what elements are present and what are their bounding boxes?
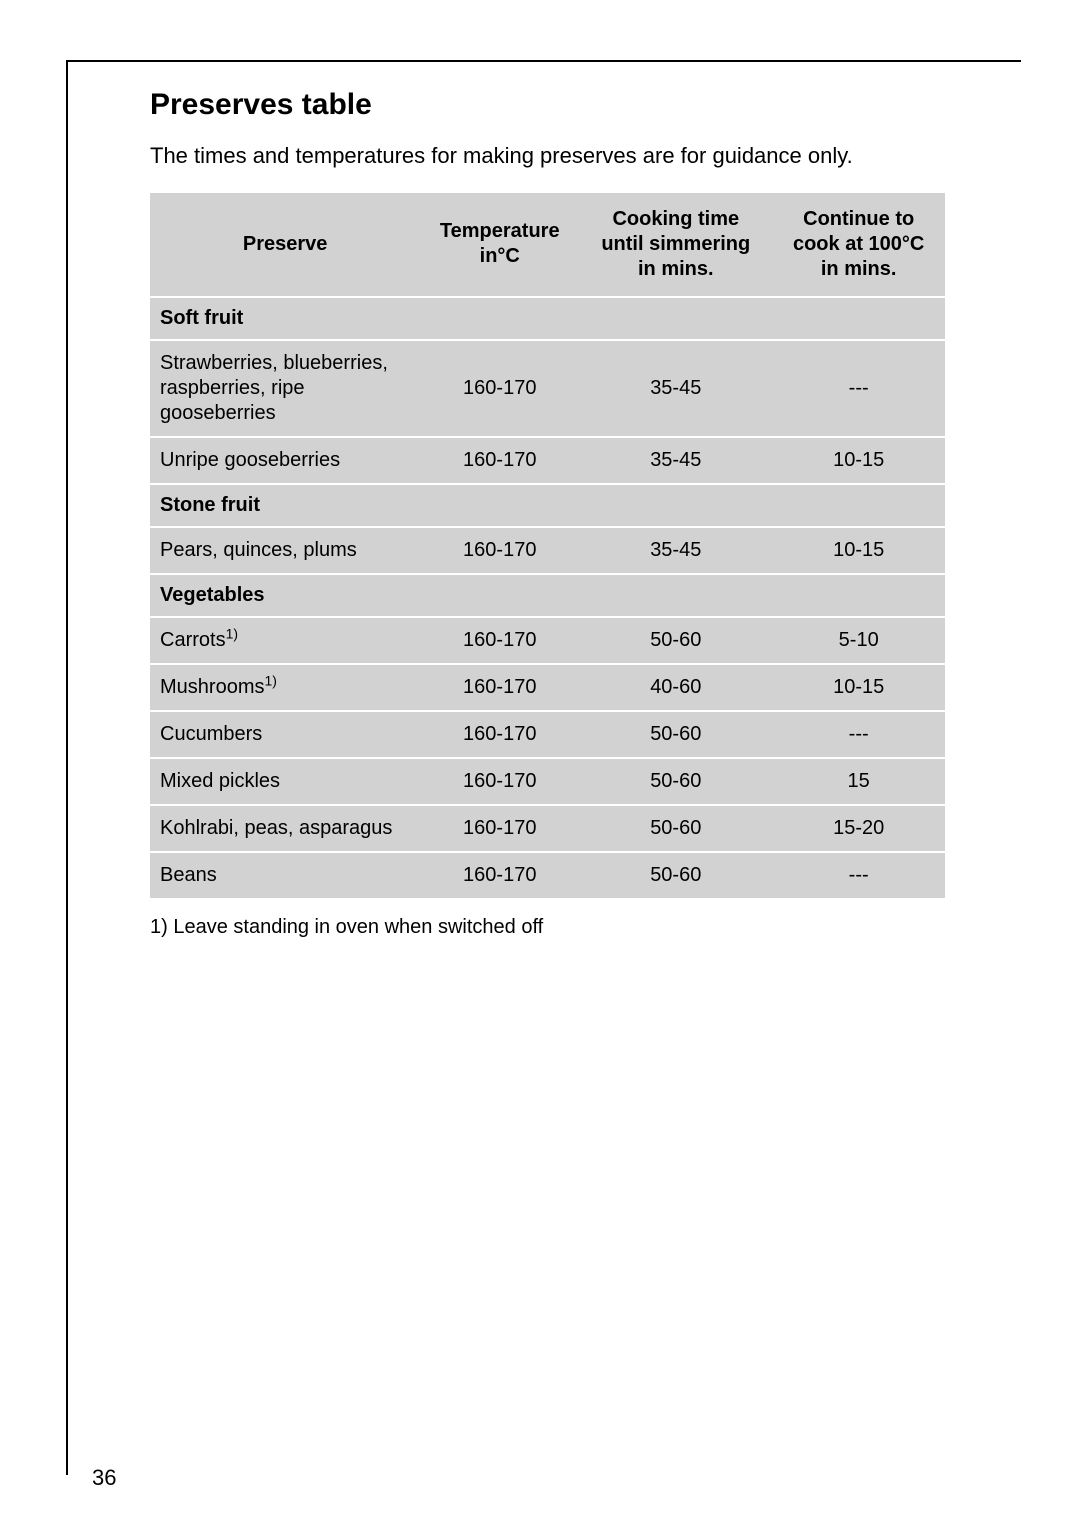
- table-row: Strawberries, blueberries, raspberries, …: [150, 340, 945, 437]
- table-row: Mushrooms1)160-17040-6010-15: [150, 664, 945, 711]
- table-section-title: Vegetables: [150, 574, 945, 617]
- table-row: Cucumbers160-17050-60---: [150, 711, 945, 758]
- cell-continue: 5-10: [772, 617, 945, 664]
- cell-cooking-time: 50-60: [579, 758, 772, 805]
- cell-preserve: Strawberries, blueberries, raspberries, …: [150, 340, 420, 437]
- cell-continue: ---: [772, 852, 945, 898]
- cell-temperature: 160-170: [420, 852, 579, 898]
- page-number: 36: [92, 1465, 116, 1491]
- col-header-continue: Continue to cook at 100°C in mins.: [772, 193, 945, 297]
- cell-preserve: Mushrooms1): [150, 664, 420, 711]
- col-header-continue-l3: in mins.: [821, 258, 897, 280]
- page-content: Preserves table The times and temperatur…: [150, 88, 945, 939]
- col-header-cooking-time-l3: in mins.: [638, 258, 714, 280]
- col-header-cooking-time-l2: until simmering: [601, 233, 750, 255]
- cell-continue: 15-20: [772, 805, 945, 852]
- cell-preserve: Mixed pickles: [150, 758, 420, 805]
- preserves-table: Preserve Temperature in°C Cooking time u…: [150, 193, 945, 898]
- cell-cooking-time: 40-60: [579, 664, 772, 711]
- cell-temperature: 160-170: [420, 437, 579, 484]
- cell-continue: 10-15: [772, 664, 945, 711]
- footnote: 1) Leave standing in oven when switched …: [150, 916, 945, 939]
- table-row: Mixed pickles160-17050-6015: [150, 758, 945, 805]
- cell-continue: 15: [772, 758, 945, 805]
- cell-preserve: Unripe gooseberries: [150, 437, 420, 484]
- col-header-cooking-time-l1: Cooking time: [612, 208, 739, 230]
- cell-preserve: Cucumbers: [150, 711, 420, 758]
- cell-cooking-time: 50-60: [579, 617, 772, 664]
- table-body: Soft fruitStrawberries, blueberries, ras…: [150, 297, 945, 898]
- col-header-preserve: Preserve: [150, 193, 420, 297]
- cell-cooking-time: 50-60: [579, 805, 772, 852]
- cell-preserve: Beans: [150, 852, 420, 898]
- table-row: Unripe gooseberries160-17035-4510-15: [150, 437, 945, 484]
- table-row: Kohlrabi, peas, asparagus160-17050-6015-…: [150, 805, 945, 852]
- col-header-temperature-l1: Temperature: [440, 220, 560, 242]
- cell-continue: ---: [772, 711, 945, 758]
- page-title: Preserves table: [150, 88, 945, 122]
- cell-preserve: Carrots1): [150, 617, 420, 664]
- cell-continue: 10-15: [772, 437, 945, 484]
- page: Preserves table The times and temperatur…: [0, 0, 1080, 1529]
- table-row: Beans160-17050-60---: [150, 852, 945, 898]
- cell-cooking-time: 35-45: [579, 437, 772, 484]
- footnote-ref: 1): [226, 625, 238, 641]
- cell-cooking-time: 50-60: [579, 852, 772, 898]
- col-header-temperature-l2: in°C: [480, 245, 520, 267]
- table-row: Pears, quinces, plums160-17035-4510-15: [150, 527, 945, 574]
- col-header-temperature: Temperature in°C: [420, 193, 579, 297]
- cell-continue: ---: [772, 340, 945, 437]
- col-header-continue-l1: Continue to: [803, 208, 914, 230]
- col-header-preserve-l1: Preserve: [243, 233, 328, 255]
- cell-preserve: Pears, quinces, plums: [150, 527, 420, 574]
- cell-cooking-time: 50-60: [579, 711, 772, 758]
- table-section-title: Soft fruit: [150, 297, 945, 340]
- cell-preserve: Kohlrabi, peas, asparagus: [150, 805, 420, 852]
- cell-temperature: 160-170: [420, 711, 579, 758]
- cell-continue: 10-15: [772, 527, 945, 574]
- cell-cooking-time: 35-45: [579, 340, 772, 437]
- table-section-title: Stone fruit: [150, 484, 945, 527]
- table-section-row: Stone fruit: [150, 484, 945, 527]
- table-section-row: Soft fruit: [150, 297, 945, 340]
- cell-cooking-time: 35-45: [579, 527, 772, 574]
- table-header: Preserve Temperature in°C Cooking time u…: [150, 193, 945, 297]
- cell-temperature: 160-170: [420, 340, 579, 437]
- cell-temperature: 160-170: [420, 805, 579, 852]
- footnote-ref: 1): [264, 672, 276, 688]
- col-header-continue-l2: cook at 100°C: [793, 233, 924, 255]
- intro-text: The times and temperatures for making pr…: [150, 142, 945, 171]
- cell-temperature: 160-170: [420, 527, 579, 574]
- cell-temperature: 160-170: [420, 617, 579, 664]
- cell-temperature: 160-170: [420, 664, 579, 711]
- col-header-cooking-time: Cooking time until simmering in mins.: [579, 193, 772, 297]
- cell-temperature: 160-170: [420, 758, 579, 805]
- table-section-row: Vegetables: [150, 574, 945, 617]
- table-row: Carrots1)160-17050-605-10: [150, 617, 945, 664]
